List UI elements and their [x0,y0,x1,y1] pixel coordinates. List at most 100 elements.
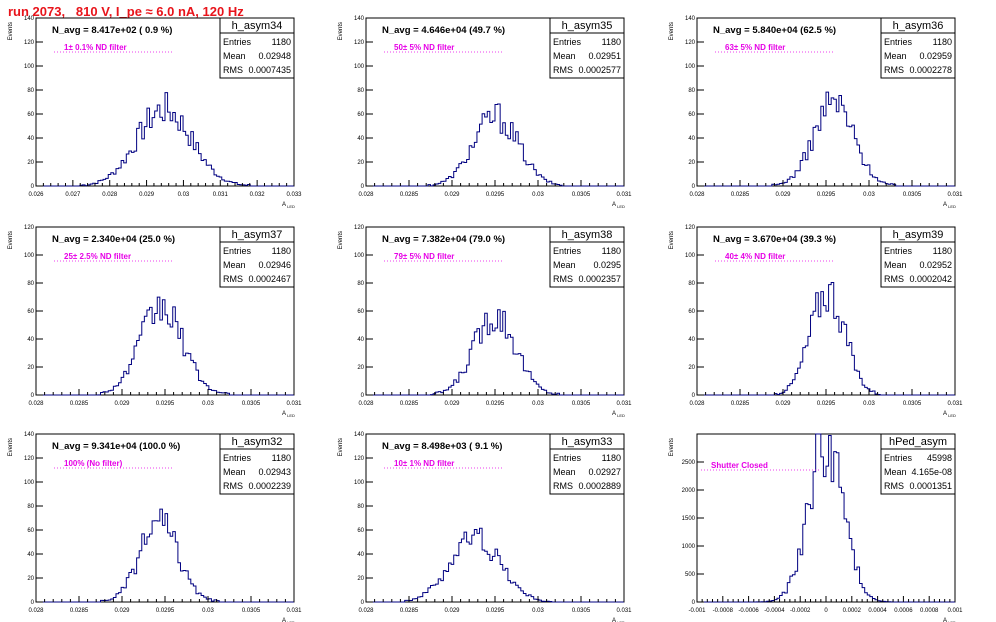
y-tick-label: 0 [31,184,35,190]
histogram-name: h_asym35 [562,20,613,32]
x-tick-label: 0.0008 [920,608,939,614]
histogram-bars [36,92,294,187]
stats-value-entries: 1180 [933,246,952,256]
x-tick-label: 0.0285 [731,401,750,407]
y-tick-label: 140 [354,432,365,438]
y-tick-label: 20 [688,365,695,371]
y-axis-title: Events [669,438,675,456]
x-tick-label: 0.029 [775,401,791,407]
stats-label-mean: Mean [553,51,576,61]
n-avg-label: N_avg = 2.340e+04 (25.0 %) [52,234,175,245]
x-tick-label: 0.027 [65,192,81,198]
x-tick-label: 0.001 [947,608,963,614]
y-tick-label: 2000 [682,488,696,494]
x-tick-label: -0.001 [688,608,706,614]
stats-value-rms: 0.0002042 [909,274,952,284]
y-tick-label: 0 [361,600,365,606]
x-tick-label: 0.0285 [400,401,419,407]
stats-value-entries: 1180 [272,37,291,47]
x-tick-label: 0.0295 [486,192,505,198]
y-tick-label: 20 [357,160,364,166]
x-tick-label: 0.031 [286,401,302,407]
x-tick-label: 0.0006 [894,608,913,614]
stats-label-entries: Entries [553,246,582,256]
x-tick-label: 0.03 [202,401,214,407]
stats-box [549,32,625,79]
y-tick-label: 40 [688,136,695,142]
histogram-name: h_asym37 [232,229,283,241]
y-tick-label: 80 [27,88,34,94]
y-tick-label: 0 [361,393,365,399]
stats-label-rms: RMS [884,65,904,75]
n-avg-label: N_avg = 9.341e+04 (100.0 %) [52,441,180,452]
x-tick-label: 0.031 [616,401,632,407]
n-avg-label: N_avg = 8.498e+03 ( 9.1 %) [382,441,502,452]
y-tick-label: 80 [688,281,695,287]
y-tick-label: 20 [27,365,34,371]
stats-value-mean: 0.02943 [258,467,291,477]
y-tick-label: 120 [685,40,696,46]
x-tick-label: -0.0002 [790,608,811,614]
x-tick-label: 0.0305 [572,401,591,407]
histogram-name: h_asym39 [893,229,944,241]
x-tick-label: 0.028 [358,192,374,198]
x-tick-label: 0.028 [28,608,44,614]
x-tick-label: 0.029 [139,192,155,198]
stats-label-rms: RMS [884,274,904,284]
x-tick-label: 0.03 [532,192,544,198]
stats-label-entries: Entries [223,246,252,256]
y-tick-label: 100 [354,253,365,259]
y-tick-label: 80 [357,281,364,287]
x-tick-label: 0.031 [947,401,963,407]
x-tick-label: 0.03 [532,401,544,407]
x-axis-title: A LED [282,618,295,622]
y-axis-title: Events [669,231,675,249]
plot-frame [35,17,295,187]
stats-box [880,448,956,495]
filter-note: 79± 5% ND filter [394,252,454,261]
x-tick-label: 0.03 [202,608,214,614]
x-tick-label: 0.029 [114,608,130,614]
x-tick-label: 0.0305 [572,608,591,614]
y-tick-label: 60 [357,528,364,534]
x-tick-label: 0.031 [213,192,229,198]
x-tick-label: 0 [824,608,828,614]
n-avg-label: N_avg = 7.382e+04 (79.0 %) [382,234,505,245]
stats-value-mean: 0.02952 [919,260,952,270]
n-avg-label: N_avg = 5.840e+04 (62.5 %) [713,25,836,36]
y-tick-label: 1500 [682,516,696,522]
y-tick-label: 80 [27,281,34,287]
x-tick-label: 0.0305 [242,608,261,614]
x-tick-label: 0.031 [286,608,302,614]
y-tick-label: 0 [692,393,696,399]
x-tick-label: 0.029 [114,401,130,407]
x-tick-label: -0.0008 [713,608,734,614]
y-tick-label: 20 [357,365,364,371]
x-tick-label: 0.0285 [731,192,750,198]
x-tick-label: 0.0305 [572,192,591,198]
histogram-panel-h_asym32: 0.028 0.0285 0.029 0.0295 0.03 0.0305 0.031 0 20… [8,432,302,622]
y-tick-label: 120 [24,456,35,462]
histogram-bars [36,508,294,603]
x-tick-label: 0.0295 [156,401,175,407]
y-tick-label: 100 [354,64,365,70]
x-tick-label: 0.0002 [843,608,862,614]
x-tick-label: 0.031 [616,192,632,198]
y-tick-label: 60 [357,309,364,315]
y-tick-label: 0 [31,393,35,399]
y-tick-label: 500 [685,572,696,578]
stats-label-entries: Entries [884,453,913,463]
y-tick-label: 0 [361,184,365,190]
stats-value-entries: 45998 [927,453,952,463]
y-tick-label: 100 [24,480,35,486]
histogram-panel-h_asym39: 0.028 0.0285 0.029 0.0295 0.03 0.0305 0.031 0 20… [669,225,963,418]
stats-value-mean: 0.02927 [588,467,621,477]
stats-value-rms: 0.0001351 [909,481,952,491]
x-tick-label: 0.0295 [486,608,505,614]
y-axis-title: Events [338,438,344,456]
y-tick-label: 40 [357,136,364,142]
y-tick-label: 0 [692,600,696,606]
x-tick-label: 0.03 [178,192,190,198]
stats-value-mean: 0.02951 [588,51,621,61]
